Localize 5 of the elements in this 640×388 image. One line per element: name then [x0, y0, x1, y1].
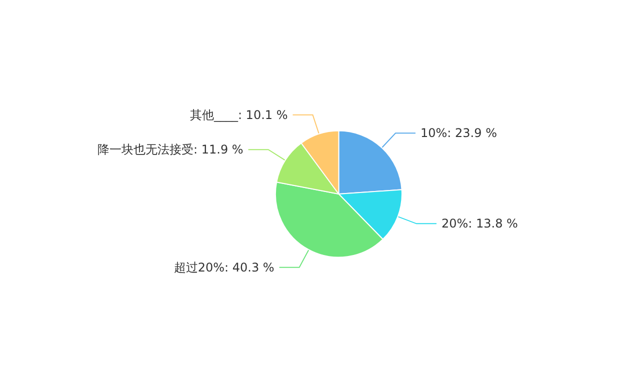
slice-label: 降一块也无法接受: 11.9 %	[98, 142, 244, 157]
slice-label: 超过20%: 40.3 %	[174, 260, 274, 274]
slice-label: 10%: 23.9 %	[420, 126, 497, 140]
slice-label: 20%: 13.8 %	[441, 216, 518, 231]
slice-label: 其他____: 10.1 %	[190, 108, 288, 122]
